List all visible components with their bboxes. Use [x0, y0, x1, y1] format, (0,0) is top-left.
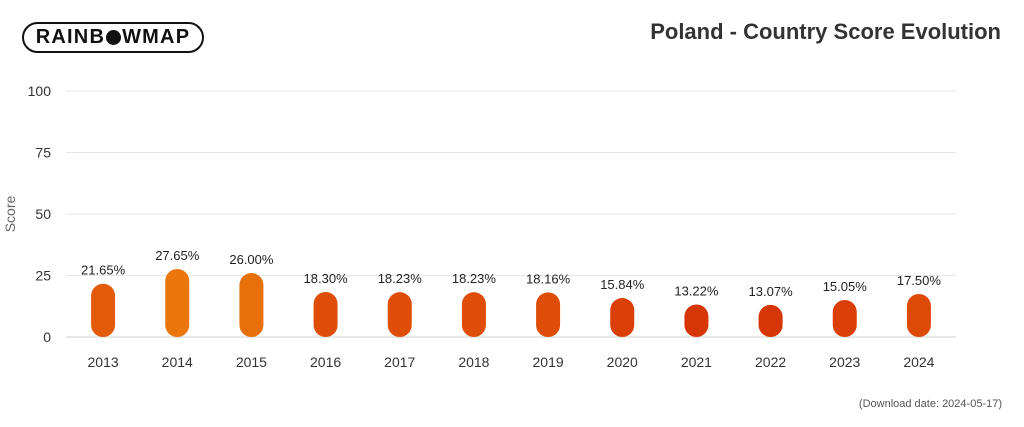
- x-tick-label: 2013: [88, 354, 119, 370]
- logo-text-part1: RAINB: [35, 26, 106, 48]
- x-tick-label: 2017: [384, 354, 415, 370]
- x-tick-label: 2020: [607, 354, 638, 370]
- bar: [313, 291, 338, 337]
- logo-text-part2: WMAP: [122, 26, 191, 48]
- y-tick-label: 0: [43, 329, 51, 345]
- bar: [758, 304, 783, 337]
- x-tick-label: 2019: [533, 354, 564, 370]
- bar: [610, 298, 635, 337]
- x-tick-label: 2023: [829, 354, 860, 370]
- bar: [906, 293, 931, 337]
- bar: [387, 292, 412, 337]
- bar-value-label: 13.22%: [674, 283, 719, 298]
- rainbowmap-logo: RAINB WMAP: [22, 22, 204, 53]
- bar-value-label: 18.16%: [526, 271, 571, 286]
- x-tick-label: 2018: [458, 354, 489, 370]
- y-tick-label: 50: [35, 206, 51, 222]
- bar-value-label: 26.00%: [229, 252, 274, 267]
- bar-value-label: 21.65%: [81, 263, 126, 278]
- x-tick-label: 2022: [755, 354, 786, 370]
- bar-value-label: 18.23%: [452, 271, 497, 286]
- bar-value-label: 27.65%: [155, 248, 200, 263]
- x-tick-label: 2015: [236, 354, 267, 370]
- bar: [91, 283, 116, 337]
- bar-value-label: 18.30%: [304, 271, 349, 286]
- bar: [239, 273, 264, 337]
- bar: [461, 292, 486, 337]
- bar-value-label: 13.07%: [749, 284, 794, 299]
- bar-value-label: 17.50%: [897, 273, 942, 288]
- bar-value-label: 18.23%: [378, 271, 423, 286]
- bar: [832, 299, 857, 337]
- y-tick-label: 100: [28, 83, 52, 99]
- bar: [536, 292, 561, 337]
- y-tick-label: 25: [35, 268, 51, 284]
- y-axis-label: Score: [2, 196, 18, 233]
- bar-value-label: 15.05%: [823, 279, 868, 294]
- download-date: (Download date: 2024-05-17): [858, 398, 1002, 410]
- bar: [684, 304, 709, 337]
- logo-text: RAINB WMAP: [36, 26, 190, 49]
- x-tick-label: 2024: [903, 354, 934, 370]
- logo-dot-icon: [106, 30, 122, 45]
- y-tick-label: 75: [35, 145, 51, 161]
- bar-value-label: 15.84%: [600, 277, 645, 292]
- x-tick-label: 2016: [310, 354, 341, 370]
- x-tick-label: 2021: [681, 354, 712, 370]
- chart-title: Poland - Country Score Evolution: [650, 19, 1001, 44]
- x-tick-label: 2014: [162, 354, 193, 370]
- bar: [165, 268, 190, 337]
